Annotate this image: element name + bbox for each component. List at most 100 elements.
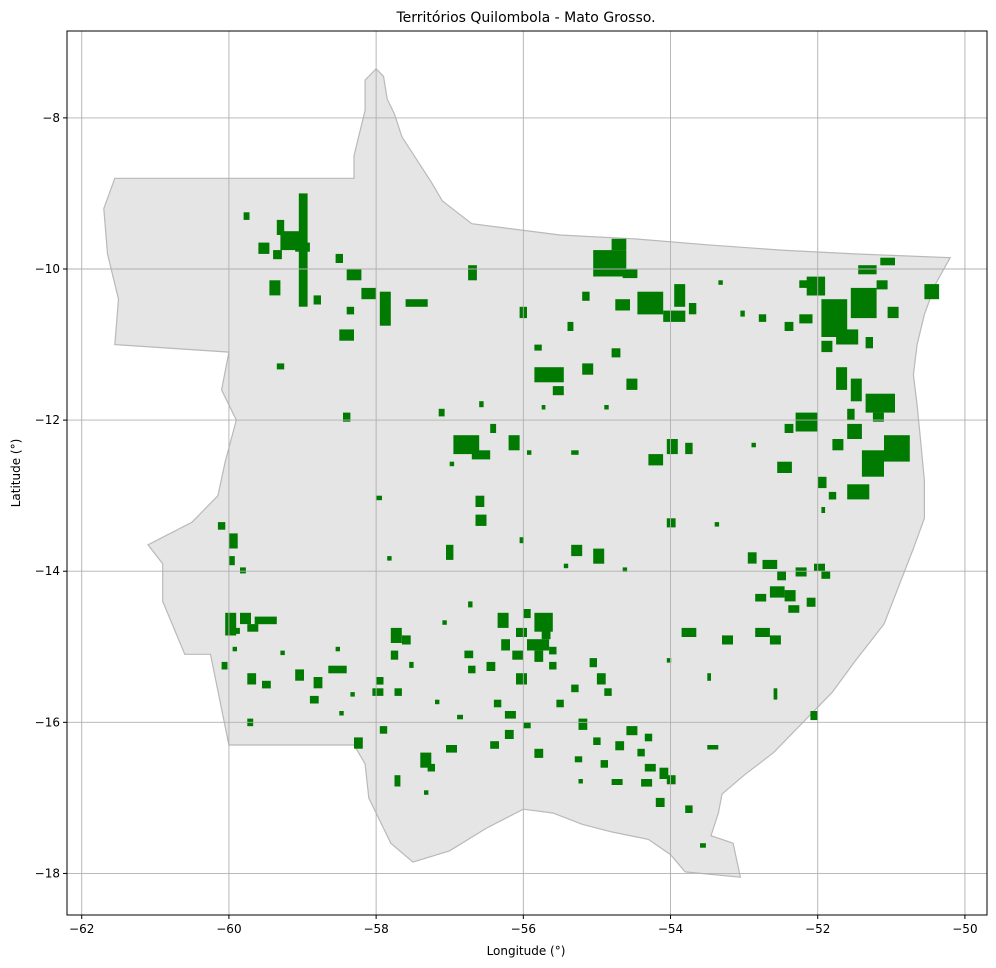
quilombola-territory [769, 635, 781, 645]
quilombola-territory [508, 435, 520, 451]
quilombola-territory [438, 408, 445, 417]
quilombola-territory [523, 722, 531, 729]
quilombola-territory [453, 435, 480, 455]
quilombola-territory [313, 677, 323, 689]
quilombola-territory [379, 726, 388, 734]
quilombola-territory [309, 695, 319, 704]
quilombola-territory [401, 635, 411, 645]
quilombola-territory [604, 688, 612, 696]
quilombola-territory [523, 609, 531, 619]
quilombola-territory [468, 601, 473, 608]
plot-area [66, 30, 988, 916]
quilombola-territory [269, 280, 281, 296]
quilombola-territory [567, 321, 574, 331]
quilombola-territory [611, 348, 621, 358]
y-tick-label: −12 [35, 413, 60, 427]
mato-grosso-boundary [103, 67, 952, 878]
quilombola-territory [409, 661, 414, 668]
quilombola-territory [571, 684, 579, 693]
quilombola-territory [276, 219, 285, 235]
quilombola-territory [247, 624, 259, 632]
quilombola-territory [644, 763, 656, 772]
x-tick-label: −54 [658, 922, 683, 936]
quilombola-territory [479, 401, 484, 408]
quilombola-territory [593, 250, 627, 277]
y-axis-label: Latitude (°) [9, 439, 23, 508]
quilombola-territory [420, 752, 432, 768]
quilombola-territory [571, 544, 583, 557]
quilombola-territory [379, 291, 391, 326]
quilombola-territory [578, 779, 583, 784]
quilombola-territory [339, 711, 344, 716]
quilombola-territory [714, 522, 720, 527]
quilombola-territory [228, 627, 240, 634]
quilombola-territory [887, 306, 899, 319]
quilombola-territory [519, 537, 524, 544]
quilombola-territory [335, 646, 340, 652]
x-axis-label: Longitude (°) [487, 944, 566, 958]
quilombola-territory [707, 673, 711, 681]
quilombola-territory [387, 556, 392, 561]
quilombola-territory [814, 563, 825, 572]
quilombola-territory [622, 269, 638, 279]
quilombola-territory [589, 658, 597, 668]
quilombola-territory [262, 680, 271, 689]
quilombola-territory [493, 699, 502, 708]
quilombola-territory [335, 253, 343, 263]
quilombola-territory [593, 737, 601, 745]
quilombola-territory [405, 299, 428, 307]
quilombola-territory [648, 454, 664, 466]
x-tick-label: −56 [511, 922, 536, 936]
quilombola-territory [563, 563, 569, 569]
quilombola-territory [350, 692, 355, 697]
quilombola-territory [666, 658, 672, 663]
quilombola-territory [442, 620, 447, 625]
quilombola-territory [666, 439, 678, 455]
x-tick-label: −60 [216, 922, 241, 936]
quilombola-territory [799, 280, 811, 288]
quilombola-territory [549, 661, 557, 670]
quilombola-territory [254, 616, 277, 625]
quilombola-territory [376, 677, 384, 685]
quilombola-territory [424, 790, 429, 795]
quilombola-territory [446, 544, 454, 560]
quilombola-territory [541, 627, 551, 640]
quilombola-territory [435, 699, 440, 705]
quilombola-territory [346, 269, 362, 281]
quilombola-territory [240, 567, 246, 574]
quilombola-territory [626, 726, 638, 736]
quilombola-territory [534, 612, 553, 632]
quilombola-territory [354, 737, 363, 749]
y-tick-label: −16 [35, 715, 60, 729]
quilombola-territory [574, 756, 583, 763]
quilombola-territory [722, 635, 733, 645]
x-tick-label: −62 [69, 922, 94, 936]
quilombola-territory [468, 265, 477, 281]
quilombola-territory [534, 650, 544, 662]
quilombola-territory [832, 439, 844, 451]
quilombola-territory [534, 748, 544, 758]
quilombola-territory [541, 405, 546, 410]
quilombola-territory [806, 597, 816, 607]
quilombola-territory [527, 450, 532, 455]
quilombola-territory [850, 287, 877, 319]
quilombola-territory [221, 661, 228, 670]
quilombola-territory [769, 586, 785, 598]
quilombola-territory [806, 276, 826, 296]
quilombola-territory [858, 265, 877, 275]
quilombola-territory [685, 805, 693, 813]
quilombola-territory [611, 779, 623, 785]
quilombola-territory [258, 242, 270, 254]
quilombola-territory [475, 495, 485, 507]
quilombola-territory [446, 745, 457, 753]
quilombola-territory [810, 711, 818, 721]
quilombola-territory [516, 673, 527, 685]
quilombola-territory [611, 238, 627, 251]
quilombola-territory [376, 495, 382, 501]
quilombola-territory [313, 295, 321, 305]
quilombola-territory [847, 423, 862, 439]
quilombola-territory [527, 639, 550, 651]
y-axis: −8 −10 −12 −14 −16 −18 [35, 111, 67, 880]
quilombola-territory [799, 314, 813, 324]
quilombola-territory [674, 284, 686, 307]
